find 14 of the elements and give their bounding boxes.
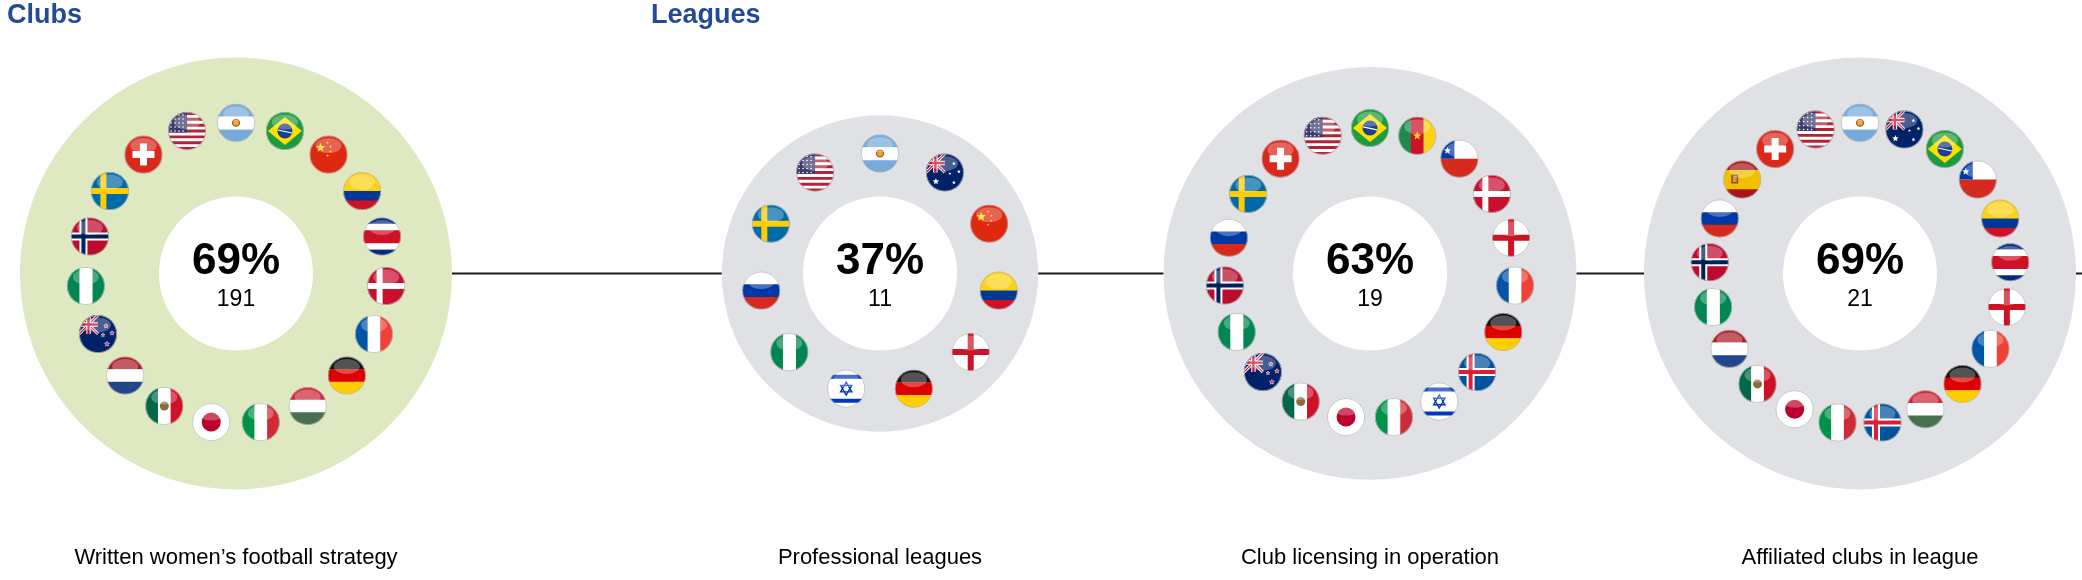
data-label: 191 bbox=[216, 285, 256, 311]
category-label: Written women’s football strategy bbox=[74, 543, 398, 569]
data-label: 63% bbox=[1325, 233, 1415, 283]
data-label: 69% bbox=[191, 233, 281, 283]
category-label: Professional leagues bbox=[777, 543, 983, 569]
category-label: Club licensing in operation bbox=[1240, 543, 1500, 569]
data-label: 21 bbox=[1847, 285, 1873, 311]
data-label: 69% bbox=[1815, 233, 1905, 283]
text: Leagues bbox=[651, 0, 761, 29]
data-label: 11 bbox=[868, 285, 892, 311]
category-label: Affiliated clubs in league bbox=[1741, 543, 1979, 569]
data-label: 37% bbox=[835, 233, 925, 283]
text: Clubs bbox=[7, 0, 83, 29]
data-label: 19 bbox=[1357, 285, 1383, 311]
